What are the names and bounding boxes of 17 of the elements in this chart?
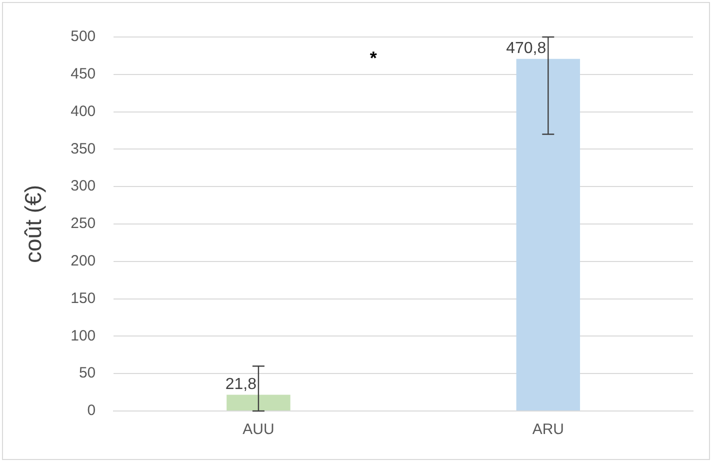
y-tick-label: 500 (70, 28, 96, 46)
data-label: 470,8 (506, 40, 546, 58)
y-tick-label: 200 (70, 252, 96, 270)
y-tick-label: 300 (70, 178, 96, 195)
y-tick-label: 50 (78, 364, 96, 382)
y-tick-label: 450 (70, 66, 96, 83)
y-tick-label: 350 (70, 140, 96, 158)
y-axis-title: coût (€) (20, 185, 46, 263)
x-tick-label: ARU (532, 421, 564, 438)
y-tick-label: 100 (70, 327, 96, 344)
y-tick-label: 150 (70, 290, 96, 307)
x-tick-label: AUU (242, 421, 274, 438)
y-tick-label: 400 (70, 102, 96, 120)
y-tick-label: 250 (70, 215, 96, 232)
annotation: * (370, 48, 377, 68)
data-label: 21,8 (225, 376, 257, 394)
y-tick-label: 0 (87, 402, 96, 420)
